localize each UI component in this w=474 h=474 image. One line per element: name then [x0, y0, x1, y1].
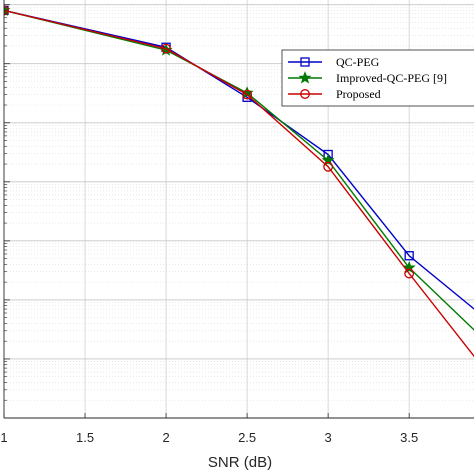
legend-marker [298, 71, 312, 84]
data-point [323, 161, 334, 172]
data-point [4, 5, 9, 16]
data-point [240, 86, 254, 99]
data-point [402, 260, 416, 274]
legend-entry: QC-PEG [288, 55, 380, 69]
legend-entry: Improved-QC-PEG [9] [288, 71, 447, 85]
series-line [4, 9, 474, 358]
series-proposed [4, 5, 474, 358]
data-point [404, 268, 415, 279]
data-point [242, 89, 253, 100]
x-tick-label: 2.5 [238, 430, 256, 445]
series-layer [4, 3, 474, 358]
data-point [404, 251, 414, 261]
legend-marker [300, 57, 310, 67]
x-tick-label: 1 [0, 430, 7, 445]
axes-layer: 1 1.5 2 2.5 3 3.5 [0, 0, 474, 445]
legend-label: QC-PEG [336, 55, 380, 69]
x-tick-label: 1.5 [76, 430, 94, 445]
data-point [161, 43, 172, 54]
legend-marker [300, 89, 310, 99]
x-tick-label: 3 [325, 430, 332, 445]
x-axis-label: SNR (dB) [208, 454, 272, 471]
series-line [4, 9, 474, 331]
legend-entry: Proposed [288, 87, 381, 101]
legend-label: Proposed [336, 87, 381, 101]
legend-label: Improved-QC-PEG [9] [336, 71, 447, 85]
legend: QC-PEG Improved-QC-PEG [9] Proposed [281, 49, 474, 107]
x-tick-label: 2 [162, 430, 169, 445]
x-tick-label: 3.5 [400, 430, 418, 445]
minor-grid [4, 7, 474, 401]
